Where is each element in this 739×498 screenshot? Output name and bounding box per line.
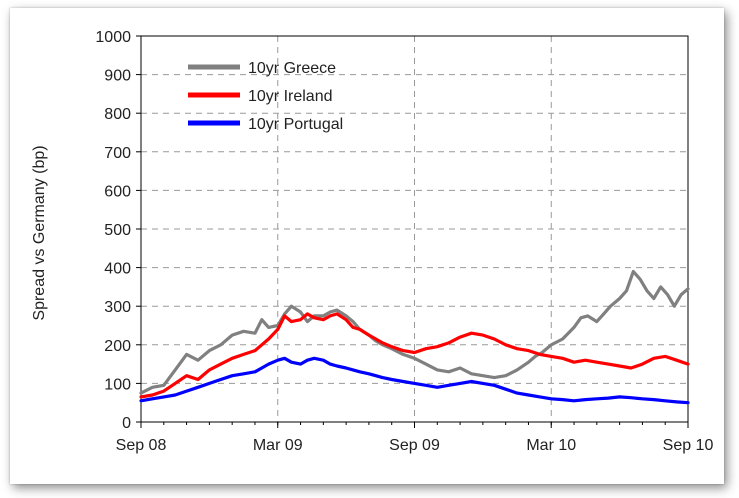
y-tick-label: 100: [104, 376, 131, 393]
series-line-1: [139, 269, 690, 395]
legend-label-3: 10yr Portugal: [248, 116, 343, 133]
y-tick-label: 700: [104, 145, 131, 162]
series-line-2: [139, 312, 690, 399]
y-tick-label: 0: [122, 415, 131, 432]
legend: 10yr Greece 10yr Ireland 10yr Portugal: [188, 60, 343, 133]
y-tick-label: 600: [104, 183, 131, 200]
axes: [136, 35, 689, 428]
y-tick-label: 500: [104, 222, 131, 239]
spread-chart: 0 100 200 300 400 500 600 700 800 900 1000 Sep 08 M…: [31, 29, 714, 454]
gridlines: [141, 36, 688, 422]
y-axis-label: Spread vs Germany (bp): [31, 145, 48, 320]
y-tick-label: 1000: [95, 29, 131, 46]
x-tick-label: Mar 09: [253, 437, 303, 454]
series-line-3: [139, 356, 690, 405]
x-tick-label: Sep 08: [116, 437, 167, 454]
chart-frame: 0 100 200 300 400 500 600 700 800 900 1000 Sep 08 M…: [10, 8, 724, 484]
legend-label-2: 10yr Ireland: [248, 88, 333, 105]
y-tick-label: 900: [104, 68, 131, 85]
x-tick-label: Mar 10: [526, 437, 576, 454]
y-tick-label: 200: [104, 338, 131, 355]
y-tick-label: 300: [104, 299, 131, 316]
x-tick-label: Sep 10: [663, 437, 714, 454]
y-tick-label: 800: [104, 106, 131, 123]
series-lines: [139, 269, 690, 405]
x-tick-labels: Sep 08 Mar 09 Sep 09 Mar 10 Sep 10: [116, 437, 714, 454]
y-tick-label: 400: [104, 261, 131, 278]
legend-label-1: 10yr Greece: [248, 60, 336, 77]
y-tick-labels: 0 100 200 300 400 500 600 700 800 900 1000: [95, 29, 131, 432]
x-tick-label: Sep 09: [389, 437, 440, 454]
